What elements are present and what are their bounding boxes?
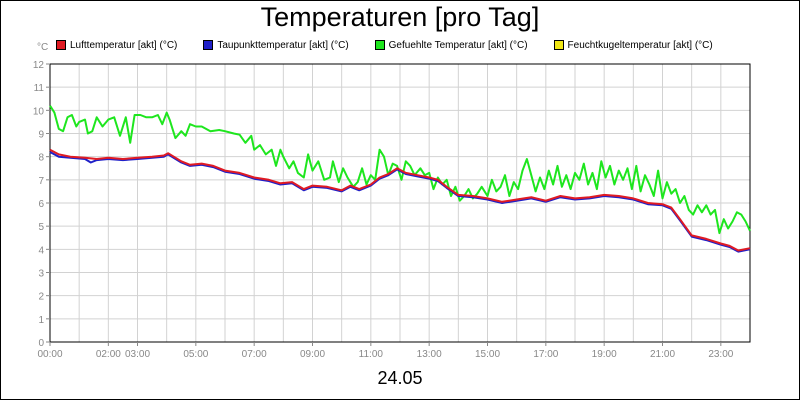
x-tick-label: 23:00	[708, 349, 733, 360]
legend-label-gefuehlte-temperatur: Gefuehlte Temperatur [akt] (°C)	[388, 39, 528, 51]
x-tick-label: 13:00	[417, 349, 442, 360]
x-tick-label: 03:00	[125, 349, 150, 360]
y-tick-label: 1	[38, 315, 44, 326]
x-tick-label: 05:00	[183, 349, 208, 360]
legend-item-taupunkttemperatur: Taupunkttemperatur [akt] (°C)	[203, 38, 349, 52]
y-tick-label: 0	[38, 338, 44, 349]
series-line-taupunkttemperatur	[49, 151, 751, 253]
series-line-gefuehlte-temperatur	[49, 105, 751, 235]
legend-item-lufttemperatur: Lufttemperatur [akt] (°C)	[56, 38, 177, 52]
legend-item-feuchtkugeltemperatur: Feuchtkugeltemperatur [akt] (°C)	[553, 38, 713, 52]
y-tick-label: 8	[38, 153, 44, 164]
x-tick-label: 09:00	[300, 349, 325, 360]
x-tick-label: 17:00	[533, 349, 558, 360]
x-tick-label: 21:00	[650, 349, 675, 360]
y-axis-unit: °C	[37, 42, 49, 53]
x-tick-label: 00:00	[37, 349, 62, 360]
y-tick-label: 3	[38, 269, 44, 280]
chart-title: Temperaturen [pro Tag]	[260, 2, 540, 32]
y-tick-label: 12	[33, 60, 45, 71]
legend: Lufttemperatur [akt] (°C) Taupunkttemper…	[56, 38, 739, 52]
y-tick-label: 9	[38, 130, 44, 141]
x-tick-label: 11:00	[359, 349, 384, 360]
x-tick-label: 07:00	[242, 349, 267, 360]
x-tick-label: 19:00	[592, 349, 617, 360]
legend-swatch-taupunkttemperatur	[203, 40, 214, 50]
y-tick-label: 5	[38, 222, 44, 233]
legend-swatch-lufttemperatur	[56, 40, 66, 50]
legend-item-gefuehlte-temperatur: Gefuehlte Temperatur [akt] (°C)	[374, 38, 528, 52]
series-line-lufttemperatur	[49, 148, 751, 252]
legend-label-feuchtkugeltemperatur: Feuchtkugeltemperatur [akt] (°C)	[567, 39, 713, 51]
y-tick-label: 11	[34, 83, 45, 94]
legend-swatch-feuchtkugeltemperatur	[553, 40, 564, 50]
y-tick-label: 4	[38, 245, 44, 256]
x-tick-label: 02:00	[96, 349, 121, 360]
y-tick-label: 10	[33, 106, 45, 117]
legend-label-taupunkttemperatur: Taupunkttemperatur [akt] (°C)	[217, 39, 349, 51]
legend-swatch-gefuehlte-temperatur	[374, 40, 385, 50]
legend-label-lufttemperatur: Lufttemperatur [akt] (°C)	[70, 39, 178, 51]
y-tick-label: 6	[38, 199, 44, 210]
date-label: 24.05	[377, 368, 423, 388]
y-tick-label: 7	[38, 176, 44, 187]
x-tick-label: 15:00	[475, 349, 500, 360]
y-tick-label: 2	[38, 292, 44, 303]
